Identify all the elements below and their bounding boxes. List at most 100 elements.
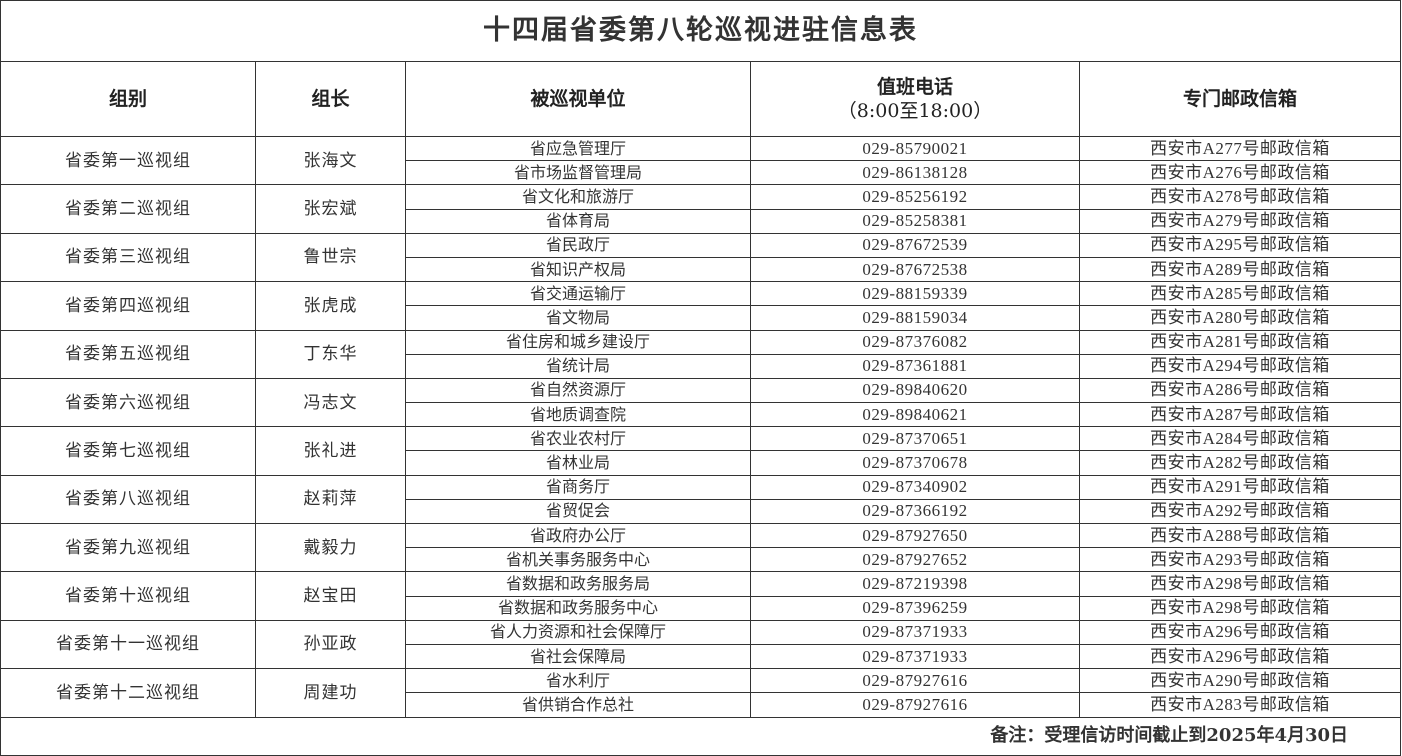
postal-mailbox: 西安市A298号邮政信箱 — [1078, 571, 1402, 597]
duty-phone: 029-87927616 — [750, 692, 1080, 718]
group-leader: 冯志文 — [255, 377, 406, 428]
duty-phone: 029-87370651 — [750, 426, 1080, 452]
inspected-unit: 省市场监督管理局 — [405, 160, 751, 186]
inspected-unit: 省体育局 — [405, 208, 751, 234]
group-leader: 孙亚政 — [255, 619, 406, 670]
group-name: 省委第九巡视组 — [0, 522, 256, 573]
group-name: 省委第六巡视组 — [0, 377, 256, 428]
duty-phone: 029-85790021 — [750, 135, 1080, 162]
inspected-unit: 省文化和旅游厅 — [405, 184, 751, 210]
inspected-unit: 省林业局 — [405, 450, 751, 476]
inspected-unit: 省农业农村厅 — [405, 426, 751, 452]
table-row: 省委第六巡视组 冯志文 省自然资源厅 029-89840620 西安市A286号邮政信箱 — [0, 377, 1402, 428]
postal-mailbox: 西安市A293号邮政信箱 — [1078, 547, 1402, 573]
table-row: 省委第十一巡视组 孙亚政 省人力资源和社会保障厅 029-87371933 西安市A29… — [0, 619, 1402, 670]
duty-phone: 029-87927652 — [750, 547, 1080, 573]
table-row: 省委第七巡视组 张礼进 省农业农村厅 029-87370651 西安市A284号邮政信箱 — [0, 426, 1402, 476]
duty-phone: 029-87396259 — [750, 595, 1080, 621]
inspected-unit: 省数据和政务服务局 — [405, 571, 751, 597]
postal-mailbox: 西安市A278号邮政信箱 — [1078, 184, 1402, 210]
table-row: 省林业局 029-87370678 西安市A282号邮政信箱 — [1, 450, 1402, 476]
postal-mailbox: 西安市A285号邮政信箱 — [1078, 281, 1402, 307]
table-title: 十四届省委第八轮巡视进驻信息表 — [0, 0, 1402, 62]
duty-phone: 029-88159339 — [750, 281, 1080, 307]
footer-note: 备注：受理信访时间截止到2025年4月30日 — [0, 716, 1402, 756]
group-name: 省委第四巡视组 — [0, 281, 256, 331]
duty-phone: 029-87340902 — [750, 474, 1080, 500]
postal-mailbox: 西安市A279号邮政信箱 — [1078, 208, 1402, 234]
postal-mailbox: 西安市A292号邮政信箱 — [1078, 498, 1402, 525]
header-group: 组别 — [0, 61, 256, 137]
postal-mailbox: 西安市A284号邮政信箱 — [1078, 426, 1402, 452]
group-leader: 张虎成 — [255, 281, 406, 331]
postal-mailbox: 西安市A282号邮政信箱 — [1078, 450, 1402, 476]
inspected-unit: 省人力资源和社会保障厅 — [405, 619, 751, 645]
table-row: 省委第四巡视组 张虎成 省交通运输厅 029-88159339 西安市A285号邮政信箱 — [0, 281, 1402, 331]
table-row: 省地质调查院 029-89840621 西安市A287号邮政信箱 — [1, 402, 1402, 428]
group-leader: 戴毅力 — [255, 522, 406, 573]
table-row: 省委第十二巡视组 周建功 省水利厅 029-87927616 西安市A290号邮政信箱 — [0, 668, 1402, 718]
group-name: 省委第二巡视组 — [0, 184, 256, 234]
group-name: 省委第一巡视组 — [0, 135, 256, 186]
duty-phone: 029-89840621 — [750, 402, 1080, 428]
header-mailbox: 专门邮政信箱 — [1078, 61, 1402, 137]
inspected-unit: 省机关事务服务中心 — [405, 547, 751, 573]
table-row: 省委第九巡视组 戴毅力 省政府办公厅 029-87927650 西安市A288号邮政信箱 — [0, 522, 1402, 573]
inspected-unit: 省自然资源厅 — [405, 377, 751, 404]
group-name: 省委第十巡视组 — [0, 571, 256, 621]
header-leader: 组长 — [255, 61, 406, 137]
duty-phone: 029-87376082 — [750, 329, 1080, 355]
inspected-unit: 省交通运输厅 — [405, 281, 751, 307]
table-row: 省委第一巡视组 张海文 省应急管理厅 029-85790021 西安市A277号邮政信箱 — [0, 135, 1402, 186]
duty-phone: 029-87927650 — [750, 522, 1080, 549]
header-phone-hours: （8:00至18:00） — [837, 100, 993, 122]
duty-phone: 029-87366192 — [750, 498, 1080, 525]
group-name: 省委第三巡视组 — [0, 232, 256, 283]
postal-mailbox: 西安市A276号邮政信箱 — [1078, 160, 1402, 186]
table-row: 省贸促会 029-87366192 西安市A292号邮政信箱 — [1, 498, 1402, 525]
postal-mailbox: 西安市A294号邮政信箱 — [1078, 353, 1402, 379]
group-leader: 赵莉萍 — [255, 474, 406, 525]
group-leader: 赵宝田 — [255, 571, 406, 621]
table-row: 省委第八巡视组 赵莉萍 省商务厅 029-87340902 西安市A291号邮政信箱 — [0, 474, 1402, 525]
inspected-unit: 省贸促会 — [405, 498, 751, 525]
postal-mailbox: 西安市A277号邮政信箱 — [1078, 135, 1402, 162]
table-row: 省社会保障局 029-87371933 西安市A296号邮政信箱 — [1, 643, 1402, 670]
table-row: 省知识产权局 029-87672538 西安市A289号邮政信箱 — [1, 256, 1402, 283]
table-row: 省统计局 029-87361881 西安市A294号邮政信箱 — [1, 353, 1402, 379]
header-phone-label: 值班电话 — [876, 76, 953, 98]
table-row: 省委第十巡视组 赵宝田 省数据和政务服务局 029-87219398 西安市A298号邮… — [0, 571, 1402, 621]
group-name: 省委第五巡视组 — [0, 329, 256, 379]
duty-phone: 029-89840620 — [750, 377, 1080, 404]
table-row: 省委第五巡视组 丁东华 省住房和城乡建设厅 029-87376082 西安市A281号邮… — [0, 329, 1402, 379]
inspected-unit: 省供销合作总社 — [405, 692, 751, 718]
duty-phone: 029-87361881 — [750, 353, 1080, 379]
inspected-unit: 省水利厅 — [405, 668, 751, 694]
postal-mailbox: 西安市A283号邮政信箱 — [1078, 692, 1402, 718]
duty-phone: 029-87371933 — [750, 643, 1080, 670]
inspected-unit: 省地质调查院 — [405, 402, 751, 428]
inspected-unit: 省民政厅 — [405, 232, 751, 258]
group-leader: 张礼进 — [255, 426, 406, 476]
table-row: 省市场监督管理局 029-86138128 西安市A276号邮政信箱 — [1, 160, 1402, 186]
group-name: 省委第八巡视组 — [0, 474, 256, 525]
inspected-unit: 省统计局 — [405, 353, 751, 379]
postal-mailbox: 西安市A280号邮政信箱 — [1078, 305, 1402, 331]
postal-mailbox: 西安市A281号邮政信箱 — [1078, 329, 1402, 355]
table-row: 省委第二巡视组 张宏斌 省文化和旅游厅 029-85256192 西安市A278号邮政信… — [0, 184, 1402, 234]
duty-phone: 029-85256192 — [750, 184, 1080, 210]
postal-mailbox: 西安市A291号邮政信箱 — [1078, 474, 1402, 500]
postal-mailbox: 西安市A287号邮政信箱 — [1078, 402, 1402, 428]
group-leader: 周建功 — [255, 668, 406, 718]
table-row: 省委第三巡视组 鲁世宗 省民政厅 029-87672539 西安市A295号邮政信箱 — [0, 232, 1402, 283]
postal-mailbox: 西安市A286号邮政信箱 — [1078, 377, 1402, 404]
postal-mailbox: 西安市A295号邮政信箱 — [1078, 232, 1402, 258]
postal-mailbox: 西安市A290号邮政信箱 — [1078, 668, 1402, 694]
table-row: 省供销合作总社 029-87927616 西安市A283号邮政信箱 — [1, 692, 1402, 718]
inspected-unit: 省数据和政务服务中心 — [405, 595, 751, 621]
postal-mailbox: 西安市A296号邮政信箱 — [1078, 619, 1402, 645]
group-leader: 张宏斌 — [255, 184, 406, 234]
inspected-unit: 省社会保障局 — [405, 643, 751, 670]
header-phone: 值班电话 （8:00至18:00） — [750, 61, 1080, 137]
group-leader: 张海文 — [255, 135, 406, 186]
